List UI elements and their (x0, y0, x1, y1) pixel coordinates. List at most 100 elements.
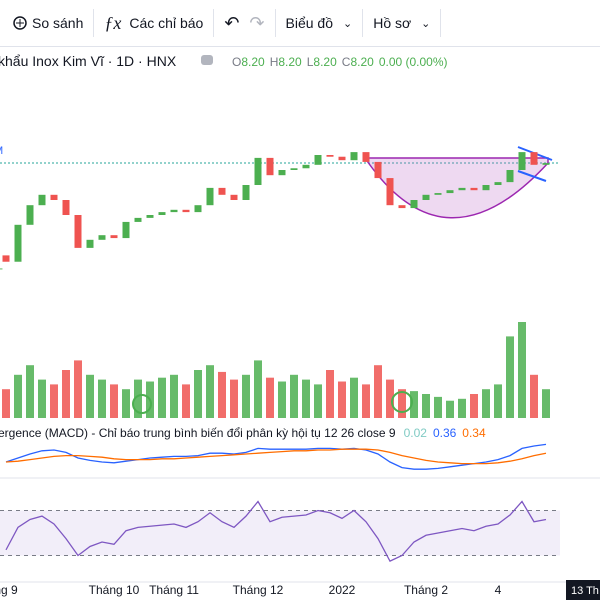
volume-bar (386, 379, 394, 418)
candle (386, 178, 394, 206)
volume-bar (410, 391, 418, 418)
ohlc-item: H8.20 (270, 55, 302, 69)
indicators-button[interactable]: ƒx Các chỉ báo (94, 0, 213, 46)
candle (470, 187, 478, 191)
volume-bar (518, 322, 526, 418)
ohlc-key: L (307, 55, 314, 69)
volume-bar (314, 384, 322, 418)
candle (62, 200, 70, 215)
volume-bar (194, 370, 202, 418)
macd-title: ergence (MACD) - Chỉ báo trung bình biến… (0, 426, 396, 440)
compare-icon (13, 16, 27, 30)
x-tick-label: 4 (495, 583, 502, 597)
candle (458, 187, 466, 191)
candle (50, 194, 58, 200)
candle (230, 194, 238, 200)
volume-bar (206, 365, 214, 418)
candle (362, 152, 370, 162)
volume-bar (134, 379, 142, 418)
price-label: T (0, 267, 3, 279)
volume-bar (542, 389, 550, 418)
candle (278, 170, 286, 176)
candle (290, 168, 298, 170)
chart-menu[interactable]: Biểu đồ ⌄ (285, 15, 353, 31)
volume-bar (434, 396, 442, 418)
volume-bar (422, 394, 430, 418)
separator (274, 9, 276, 37)
candle (38, 194, 46, 206)
macd-line (5, 443, 547, 470)
candle (122, 221, 130, 239)
profile-label: Hồ sơ (373, 15, 412, 31)
candle (326, 155, 334, 157)
chart-label: Biểu đồ (285, 15, 333, 31)
candle (518, 152, 526, 170)
redo-button[interactable]: ↷ (249, 12, 265, 33)
volume-bar (458, 398, 466, 418)
price-label: M (0, 145, 3, 157)
candle (266, 157, 274, 176)
volume-bar (230, 379, 238, 418)
candle (398, 205, 406, 209)
separator (440, 9, 442, 37)
volume-bar (182, 384, 190, 418)
candle (158, 212, 166, 215)
candle (410, 200, 418, 209)
candle (194, 205, 202, 213)
volume-bar (290, 374, 298, 418)
x-tick-label: Tháng 12 (233, 583, 284, 597)
candle (86, 239, 94, 248)
x-tick-label: Tháng 10 (89, 583, 140, 597)
candle (14, 224, 22, 262)
candle (338, 156, 346, 161)
candle (26, 205, 34, 225)
ohlc-item: O8.20 (232, 55, 265, 69)
signal-marker (391, 391, 413, 413)
volume-bar (170, 374, 178, 418)
volume-bar (266, 377, 274, 418)
compare-button[interactable]: So sánh (0, 0, 93, 46)
volume-bar (38, 379, 46, 418)
x-tick-label: Tháng 2 (404, 583, 448, 597)
ohlc-value: 8.20 (313, 55, 337, 69)
crosshair-label: 13 Th (571, 585, 599, 597)
indicators-label: Các chỉ báo (129, 15, 204, 31)
candle (530, 152, 538, 165)
volume-bar (254, 360, 262, 418)
candle (350, 152, 358, 161)
chart: khẩu Inox Kim Vĩ · 1D · HNX O8.20 H8.20 L8… (0, 53, 600, 600)
x-tick-label: ng 9 (0, 583, 18, 597)
volume-bar (14, 374, 22, 418)
change: 0.00 (0.00%) (379, 55, 448, 69)
volume-bar (86, 374, 94, 418)
volume-bar (446, 400, 454, 418)
candle (506, 170, 514, 183)
ohlc-value: 8.20 (241, 55, 265, 69)
volume-bar (470, 394, 478, 418)
x-tick-label: 2022 (329, 583, 356, 597)
volume-bar (242, 374, 250, 418)
volume-bar (62, 370, 70, 418)
ohlc-key: C (342, 55, 351, 69)
profile-menu[interactable]: Hồ sơ ⌄ (373, 15, 431, 31)
candle (2, 255, 10, 262)
candle (182, 209, 190, 213)
compare-label: So sánh (32, 15, 84, 31)
volume-bar (494, 384, 502, 418)
candle (374, 161, 382, 179)
candle (74, 215, 82, 248)
candle (134, 217, 142, 222)
candle (302, 164, 310, 169)
volume-bar (218, 371, 226, 418)
candle (218, 187, 226, 195)
legend-toggle[interactable] (201, 55, 213, 65)
separator (362, 9, 364, 37)
volume-bar (98, 379, 106, 418)
symbol: khẩu Inox Kim Vĩ · 1D · HNX (0, 53, 177, 69)
volume-bar (302, 379, 310, 418)
x-tick-label: Tháng 11 (149, 583, 199, 597)
volume-bar (74, 360, 82, 418)
separator (213, 9, 215, 37)
undo-button[interactable]: ↶ (224, 12, 240, 33)
